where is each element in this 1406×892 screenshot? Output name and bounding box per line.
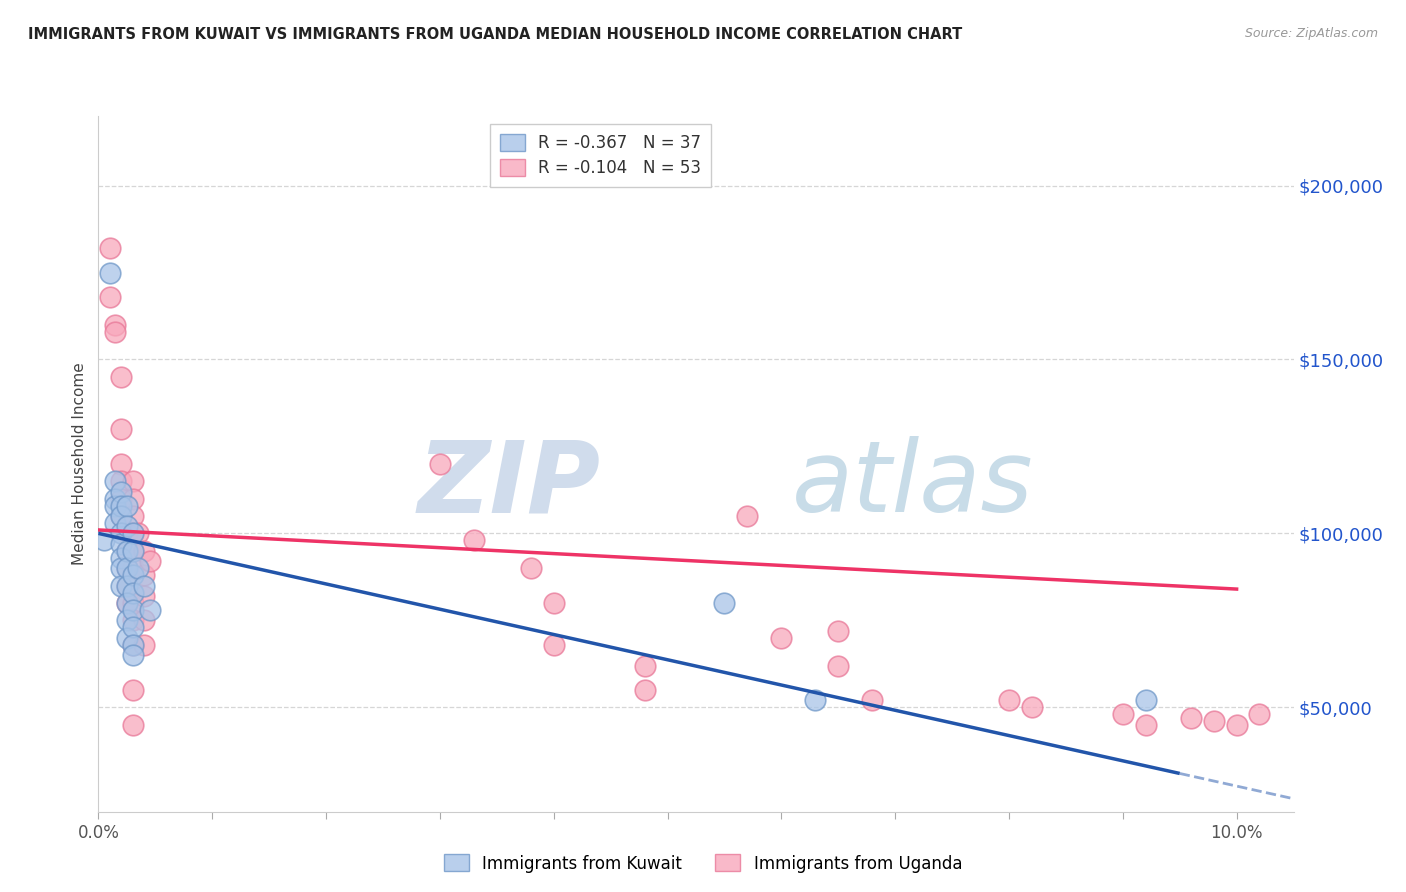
Point <box>110 422 132 436</box>
Point <box>1112 707 1135 722</box>
Point <box>115 596 138 610</box>
Point <box>121 620 143 634</box>
Point <box>827 658 849 673</box>
Point <box>132 543 155 558</box>
Point <box>104 318 127 332</box>
Point <box>98 290 121 304</box>
Point <box>115 614 138 628</box>
Point <box>110 508 132 523</box>
Point <box>634 658 657 673</box>
Text: Source: ZipAtlas.com: Source: ZipAtlas.com <box>1244 27 1378 40</box>
Point <box>998 693 1021 707</box>
Point <box>115 561 138 575</box>
Point <box>121 596 143 610</box>
Point <box>860 693 883 707</box>
Point <box>543 596 565 610</box>
Point <box>132 614 155 628</box>
Point <box>115 631 138 645</box>
Point <box>132 589 155 603</box>
Point <box>770 631 793 645</box>
Point <box>115 578 138 592</box>
Point <box>138 603 160 617</box>
Point <box>463 533 485 548</box>
Point <box>121 638 143 652</box>
Point <box>110 499 132 513</box>
Point <box>121 568 143 582</box>
Point <box>110 475 132 489</box>
Point <box>98 266 121 280</box>
Point <box>127 561 149 575</box>
Point <box>634 683 657 698</box>
Point <box>104 516 127 530</box>
Point <box>121 683 143 698</box>
Point <box>115 561 138 575</box>
Point <box>121 561 143 575</box>
Point <box>121 543 143 558</box>
Point <box>110 526 132 541</box>
Point <box>110 484 132 499</box>
Point <box>713 596 735 610</box>
Text: atlas: atlas <box>792 436 1033 533</box>
Point <box>827 624 849 638</box>
Point <box>104 499 127 513</box>
Point <box>121 717 143 731</box>
Point <box>115 543 138 558</box>
Point <box>121 603 143 617</box>
Point <box>110 578 132 592</box>
Legend: R = -0.367   N = 37, R = -0.104   N = 53: R = -0.367 N = 37, R = -0.104 N = 53 <box>489 124 711 187</box>
Point <box>104 475 127 489</box>
Point <box>1226 717 1249 731</box>
Point <box>121 543 143 558</box>
Point <box>1135 717 1157 731</box>
Point <box>804 693 827 707</box>
Point <box>115 526 138 541</box>
Point <box>1249 707 1271 722</box>
Point <box>132 578 155 592</box>
Text: IMMIGRANTS FROM KUWAIT VS IMMIGRANTS FROM UGANDA MEDIAN HOUSEHOLD INCOME CORRELA: IMMIGRANTS FROM KUWAIT VS IMMIGRANTS FRO… <box>28 27 962 42</box>
Point <box>1021 700 1043 714</box>
Point <box>110 457 132 471</box>
Legend: Immigrants from Kuwait, Immigrants from Uganda: Immigrants from Kuwait, Immigrants from … <box>437 847 969 880</box>
Point <box>110 508 132 523</box>
Point <box>110 561 132 575</box>
Point <box>98 241 121 255</box>
Point <box>138 554 160 568</box>
Point <box>121 648 143 662</box>
Point <box>121 638 143 652</box>
Point <box>115 499 138 513</box>
Point <box>115 596 138 610</box>
Point <box>429 457 451 471</box>
Point <box>1180 711 1202 725</box>
Point <box>121 585 143 599</box>
Point <box>93 533 115 548</box>
Point <box>121 475 143 489</box>
Point <box>121 526 143 541</box>
Point <box>543 638 565 652</box>
Point <box>115 519 138 533</box>
Point <box>132 568 155 582</box>
Point <box>115 578 138 592</box>
Text: ZIP: ZIP <box>418 436 600 533</box>
Point <box>121 526 143 541</box>
Point <box>110 550 132 565</box>
Point <box>735 508 758 523</box>
Point <box>115 543 138 558</box>
Point <box>104 325 127 339</box>
Point <box>110 491 132 506</box>
Point <box>104 491 127 506</box>
Point <box>121 491 143 506</box>
Point <box>132 638 155 652</box>
Point <box>1135 693 1157 707</box>
Point <box>121 508 143 523</box>
Point <box>520 561 543 575</box>
Point <box>110 537 132 551</box>
Point <box>1202 714 1225 729</box>
Point <box>127 526 149 541</box>
Point <box>121 614 143 628</box>
Y-axis label: Median Household Income: Median Household Income <box>72 362 87 566</box>
Point <box>110 369 132 384</box>
